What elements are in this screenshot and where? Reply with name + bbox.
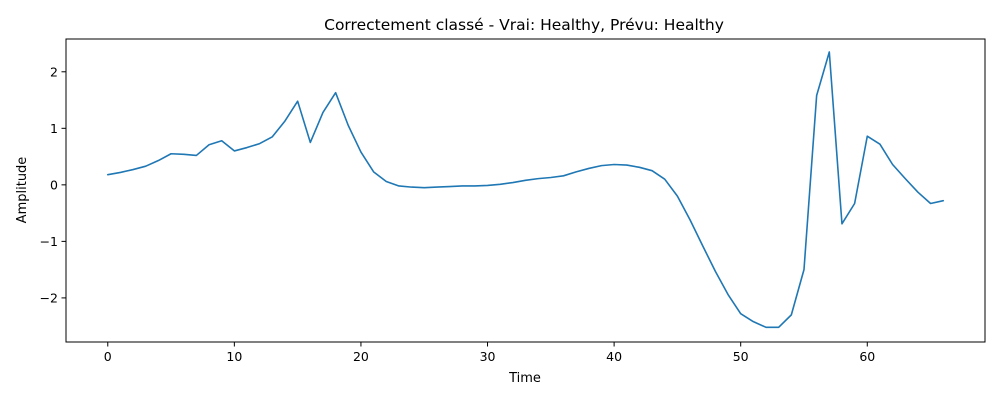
y-tick-label: −1: [40, 234, 58, 249]
y-tick-label: 0: [50, 177, 58, 192]
x-tick-label: 20: [353, 349, 369, 364]
plot-area: [106, 51, 945, 329]
chart-title: Correctement classé - Vrai: Healthy, Pré…: [324, 16, 724, 34]
y-tick-label: 2: [50, 64, 58, 79]
x-tick-label: 0: [104, 349, 112, 364]
series-line-0: [106, 51, 945, 329]
x-tick-label: 10: [226, 349, 242, 364]
x-axis: 0 10 20 30 40 50 60: [104, 342, 875, 364]
axes-frame: [65, 38, 986, 343]
y-tick-label: −2: [40, 290, 58, 305]
y-tick-label: 1: [50, 121, 58, 136]
x-tick-label: 50: [733, 349, 749, 364]
x-tick-label: 40: [606, 349, 622, 364]
y-axis: −2 −1 0 1 2: [40, 64, 66, 305]
y-axis-label: Amplitude: [15, 157, 30, 224]
x-tick-label: 60: [859, 349, 875, 364]
x-tick-label: 30: [480, 349, 496, 364]
x-axis-label: Time: [508, 371, 541, 386]
